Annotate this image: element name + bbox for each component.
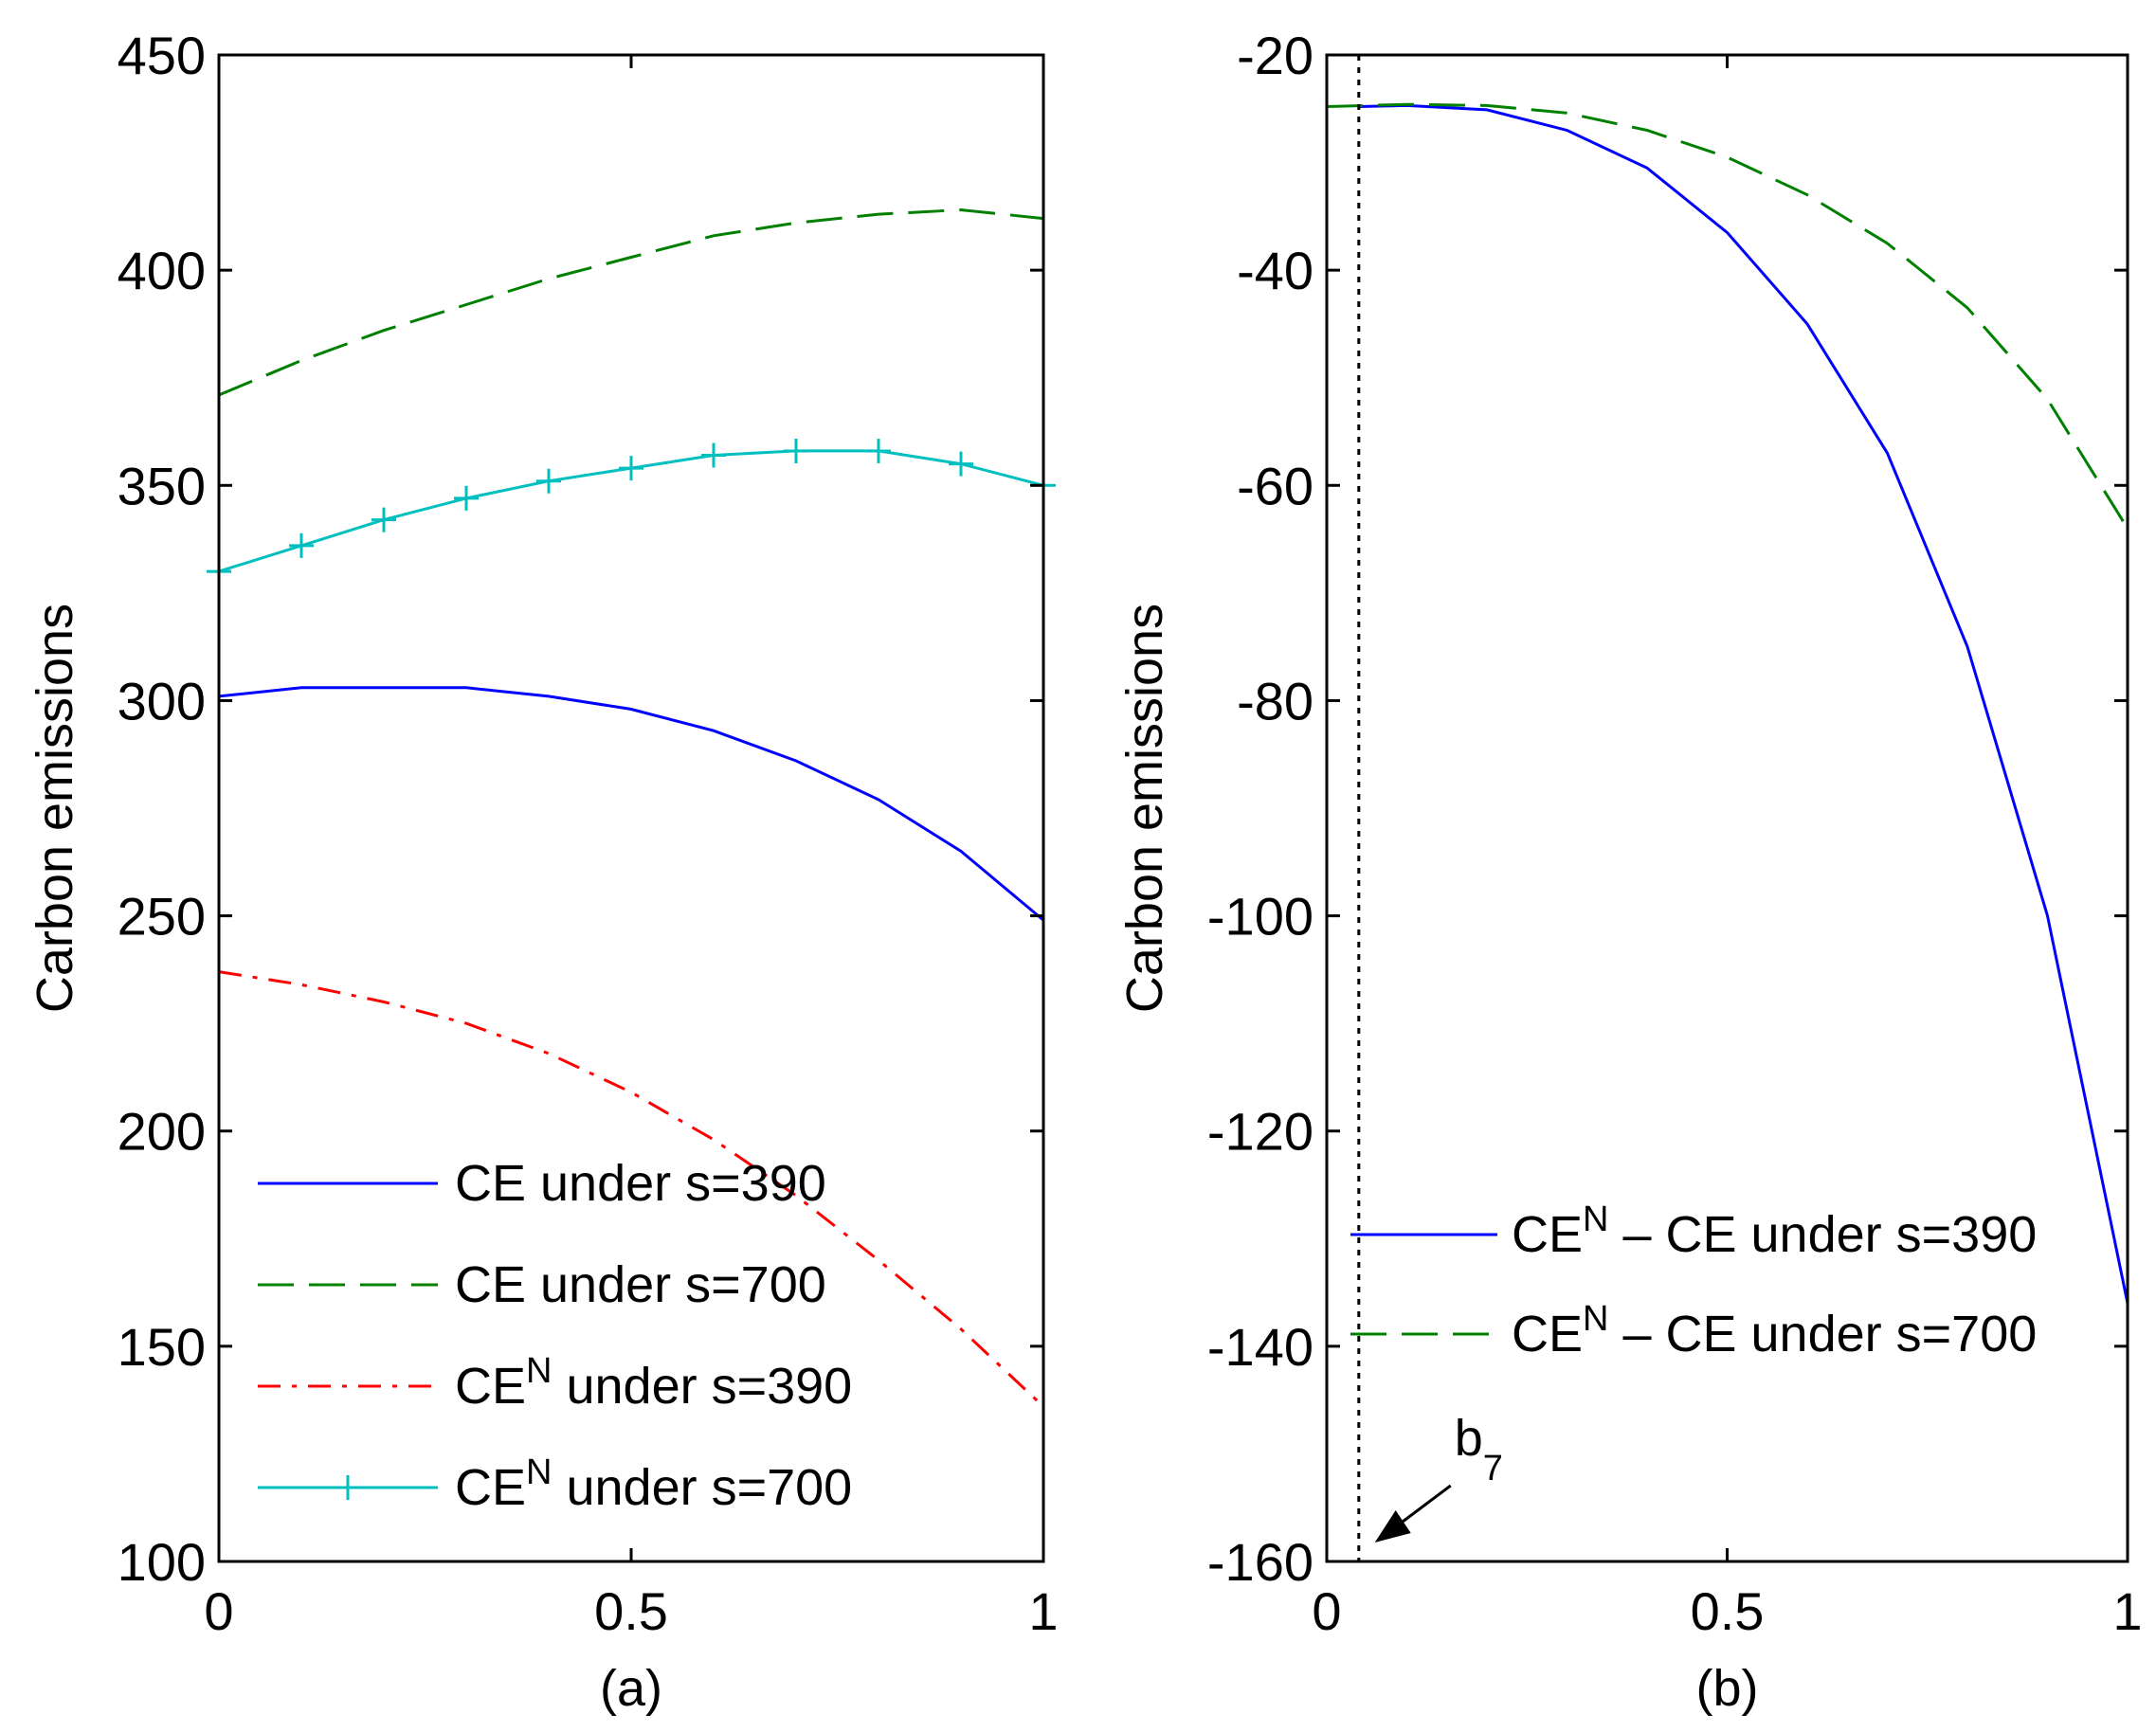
series-marker (701, 442, 726, 468)
series-marker (866, 438, 891, 463)
panel-b: -160 -140 -120 -100 -80 -60 -40 -20 0 0.5 1 Carbon… (1116, 26, 2143, 1717)
legend-entry-label: CEN under s=390 (455, 1351, 852, 1415)
panel-b-ticks: -160 -140 -120 -100 -80 -60 -40 -20 0 0.5 1 (1207, 26, 2143, 1641)
panel-a-legend: CE under s=390 CE under s=700 CEN under s=… (258, 1155, 852, 1516)
series-marker (536, 468, 561, 494)
series-marker (371, 507, 396, 532)
y-tick-label: 300 (118, 671, 206, 731)
panel-b-legend: CEN – CE under s=390 CEN – CE under s=700 (1350, 1200, 2037, 1362)
panel-b-annotations: b7 (1357, 55, 1503, 1561)
legend-entry-label: CEN under s=700 (455, 1452, 852, 1516)
x-tick-label: 1 (2112, 1581, 2142, 1641)
y-tick-label: 450 (118, 26, 206, 85)
legend-entry-label: CEN – CE under s=700 (1512, 1299, 2037, 1362)
legend-entry-label: CE under s=390 (455, 1155, 826, 1212)
panel-b-x-axis-label: (b) (1696, 1660, 1759, 1717)
y-tick-label: 250 (118, 887, 206, 947)
series-line-2 (218, 207, 1044, 397)
panel-b-y-axis-label: Carbon emissions (1116, 604, 1173, 1013)
y-tick-label: 400 (118, 241, 206, 300)
y-tick-label: 200 (118, 1102, 206, 1162)
panel-a-y-axis-label: Carbon emissions (27, 604, 83, 1013)
y-tick-label: -80 (1237, 671, 1314, 731)
series-marker (454, 485, 479, 511)
panel-a-ticks: 100 150 200 250 300 350 400 450 0 0.5 1 (118, 26, 1059, 1641)
b7-label: b7 (1455, 1410, 1503, 1488)
series-line-2 (1326, 102, 2129, 530)
legend-entry-label: CE under s=700 (455, 1256, 826, 1313)
x-tick-label: 1 (1028, 1581, 1058, 1641)
y-tick-label: -160 (1207, 1532, 1314, 1592)
panel-a-axes-frame (217, 53, 1045, 1563)
series-line-3 (218, 970, 1045, 1408)
panel-a: 100 150 200 250 300 350 400 450 0 0.5 1 Carbon emi… (27, 26, 1059, 1717)
legend-marker (335, 1475, 360, 1500)
series-line-1 (1358, 103, 2129, 1304)
y-tick-label: -100 (1207, 887, 1314, 947)
y-tick-label: 150 (118, 1317, 206, 1377)
y-tick-label: 100 (118, 1532, 206, 1592)
x-tick-label: 0 (1312, 1581, 1341, 1641)
b7-arrow-head (1374, 1510, 1411, 1543)
panel-a-series (207, 207, 1056, 1408)
panel-a-x-axis-label: (a) (600, 1660, 662, 1717)
series-line-1 (218, 686, 1044, 922)
series-marker (949, 451, 973, 477)
y-tick-label: 350 (118, 456, 206, 515)
legend-entry-label: CEN – CE under s=390 (1512, 1200, 2037, 1263)
y-tick-label: -140 (1207, 1317, 1314, 1377)
series-marker (784, 438, 808, 463)
y-tick-label: -60 (1237, 456, 1314, 515)
y-tick-label: -120 (1207, 1102, 1314, 1162)
series-marker (289, 532, 314, 558)
x-tick-label: 0 (204, 1581, 233, 1641)
y-tick-label: -40 (1237, 241, 1314, 300)
series-marker (619, 456, 643, 481)
y-tick-label: -20 (1237, 26, 1314, 85)
x-tick-label: 0.5 (594, 1581, 668, 1641)
panel-b-series (1326, 102, 2129, 1304)
x-tick-label: 0.5 (1691, 1581, 1765, 1641)
